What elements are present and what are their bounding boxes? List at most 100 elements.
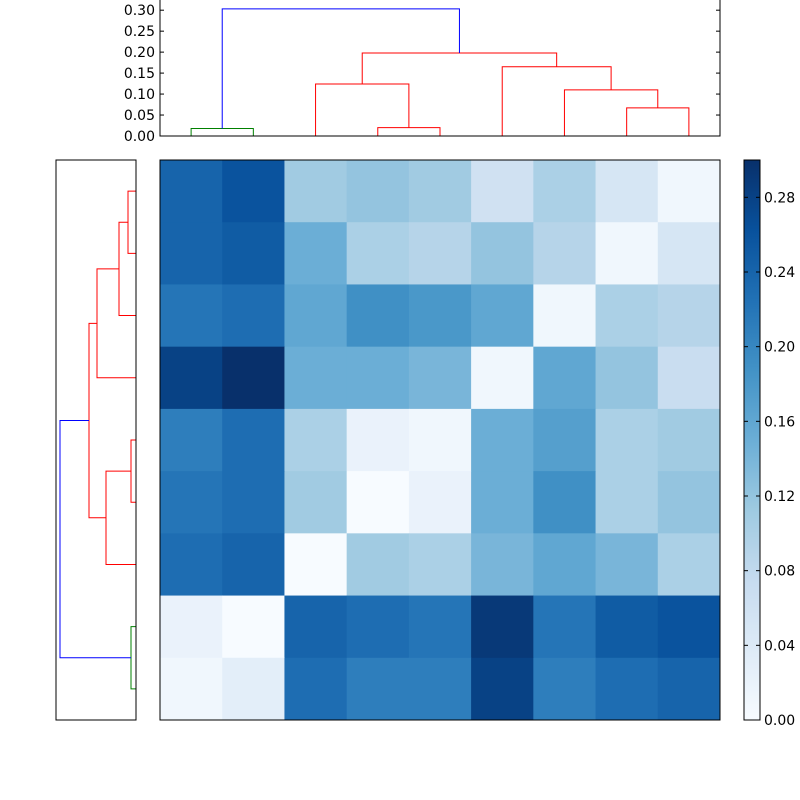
heatmap-cell <box>160 595 223 659</box>
heatmap-cell <box>408 222 472 285</box>
top-dendrogram-ytick-label: 0.30 <box>124 3 155 19</box>
heatmap-cell <box>595 595 659 659</box>
heatmap-cell <box>471 346 534 410</box>
heatmap-cell <box>533 657 597 721</box>
heatmap-cell <box>284 408 348 472</box>
heatmap-cell <box>284 284 348 348</box>
heatmap-cell <box>408 533 472 597</box>
colorbar-tick-label: 0.00 <box>764 713 795 729</box>
heatmap-cell <box>284 160 348 223</box>
heatmap-cell <box>346 346 410 410</box>
heatmap-cell <box>533 471 597 534</box>
top-dendrogram-link <box>190 127 254 136</box>
heatmap-cell <box>284 595 348 659</box>
heatmap-cell <box>408 471 472 534</box>
top-dendrogram-ytick-label: 0.20 <box>124 45 155 61</box>
left-dendrogram-link <box>130 439 136 503</box>
heatmap-cell <box>408 160 472 223</box>
heatmap-cell <box>284 533 348 597</box>
heatmap-cell <box>160 160 223 223</box>
heatmap-cell <box>408 284 472 348</box>
heatmap-cell <box>471 657 534 721</box>
heatmap-cell <box>595 471 659 534</box>
colorbar-frame <box>743 159 761 721</box>
heatmap-cell <box>471 160 534 223</box>
heatmap-cell <box>222 471 285 534</box>
heatmap-cell <box>346 471 410 534</box>
heatmap-cell <box>222 284 285 348</box>
heatmap-cell <box>595 284 659 348</box>
heatmap-cell <box>222 222 285 285</box>
heatmap-cell <box>346 533 410 597</box>
heatmap-cell <box>346 657 410 721</box>
heatmap-cell <box>595 346 659 410</box>
heatmap-cell <box>222 408 285 472</box>
heatmap-cell <box>657 657 721 721</box>
heatmap-cell <box>533 284 597 348</box>
heatmap-cell <box>657 222 721 285</box>
heatmap-cell <box>595 222 659 285</box>
heatmap-cell <box>657 408 721 472</box>
top-dendrogram-link <box>563 89 659 136</box>
heatmap-cell <box>533 595 597 659</box>
heatmap-cell <box>160 284 223 348</box>
left-dendrogram-link <box>59 420 131 659</box>
left-dendrogram <box>55 159 137 721</box>
heatmap-frame <box>159 159 721 721</box>
heatmap-cell <box>346 284 410 348</box>
heatmap-cell <box>222 346 285 410</box>
heatmap-cell <box>284 346 348 410</box>
left-dendrogram-link <box>127 190 136 254</box>
heatmap-cell <box>595 408 659 472</box>
heatmap-cell <box>160 471 223 534</box>
top-dendrogram-frame <box>159 0 721 137</box>
heatmap-cell <box>284 657 348 721</box>
heatmap-cell <box>471 408 534 472</box>
heatmap-cell <box>533 222 597 285</box>
heatmap-cell <box>346 160 410 223</box>
heatmap-cell <box>408 657 472 721</box>
heatmap-cell <box>408 408 472 472</box>
heatmap-cell <box>657 284 721 348</box>
top-dendrogram: 0.00 0.05 0.10 0.15 0.20 0.25 0.30 <box>124 0 721 145</box>
top-dendrogram-link <box>501 66 612 136</box>
heatmap-cell <box>471 471 534 534</box>
heatmap-cell <box>346 408 410 472</box>
top-dendrogram-link <box>377 127 441 136</box>
heatmap-cell <box>595 160 659 223</box>
heatmap-cell <box>222 160 285 223</box>
heatmap-cell <box>160 657 223 721</box>
left-dendrogram-link <box>96 268 136 379</box>
heatmap-cell <box>533 408 597 472</box>
colorbar-tick-label: 0.28 <box>764 190 795 206</box>
heatmap-cell <box>533 533 597 597</box>
heatmap-cell <box>408 595 472 659</box>
colorbar-tick-label: 0.16 <box>764 414 795 430</box>
heatmap-cell <box>471 284 534 348</box>
top-dendrogram-link <box>221 8 460 129</box>
top-dendrogram-ytick-label: 0.05 <box>124 108 155 124</box>
colorbar-tick-label: 0.08 <box>764 564 795 580</box>
top-dendrogram-link <box>626 107 690 136</box>
colorbar: 0.00 0.04 0.08 0.12 0.16 0.20 0.24 0.28 <box>743 159 795 729</box>
heatmap-cell <box>595 533 659 597</box>
colorbar-tick-label: 0.12 <box>764 489 795 505</box>
top-dendrogram-ytick-label: 0.25 <box>124 24 155 40</box>
heatmap-cell <box>284 222 348 285</box>
heatmap-cell <box>160 533 223 597</box>
left-dendrogram-frame <box>55 159 137 721</box>
heatmap-cell <box>408 346 472 410</box>
top-dendrogram-ytick-label: 0.00 <box>124 129 155 145</box>
heatmap-cell <box>346 222 410 285</box>
top-dendrogram-link <box>315 83 410 136</box>
heatmap-cell <box>657 595 721 659</box>
heatmap-cell <box>160 408 223 472</box>
top-dendrogram-ytick-label: 0.15 <box>124 66 155 82</box>
top-dendrogram-ytick-label: 0.10 <box>124 87 155 103</box>
heatmap-cell <box>657 346 721 410</box>
heatmap-cell <box>284 471 348 534</box>
heatmap-cell <box>160 222 223 285</box>
heatmap-cell <box>471 595 534 659</box>
heatmap-cell <box>533 346 597 410</box>
